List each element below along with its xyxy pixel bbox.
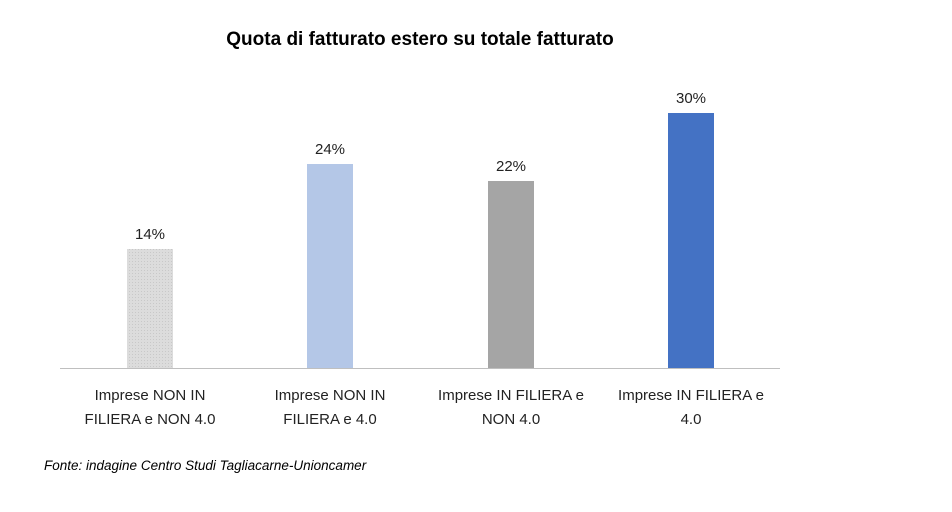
bar-3 [488, 181, 534, 368]
category-label-3-line-2: NON 4.0 [482, 411, 540, 428]
bar-4 [668, 113, 714, 368]
data-label-1: 14% [135, 226, 165, 243]
category-label-1-line-2: FILIERA e NON 4.0 [85, 411, 216, 428]
category-label-2-line-2: FILIERA e 4.0 [283, 411, 376, 428]
category-label-2-line-1: Imprese NON IN [275, 387, 386, 404]
category-label-1-line-1: Imprese NON IN [95, 387, 206, 404]
bar-2 [307, 164, 353, 368]
category-label-4-line-2: 4.0 [681, 411, 702, 428]
chart-title: Quota di fatturato estero su totale fatt… [226, 29, 613, 50]
source-note: Fonte: indagine Centro Studi Tagliacarne… [44, 458, 367, 473]
data-label-3: 22% [496, 158, 526, 175]
bar-1 [127, 249, 173, 368]
category-label-3-line-1: Imprese IN FILIERA e [438, 387, 584, 404]
category-label-4-line-1: Imprese IN FILIERA e [618, 387, 764, 404]
data-label-2: 24% [315, 141, 345, 158]
data-label-4: 30% [676, 90, 706, 107]
